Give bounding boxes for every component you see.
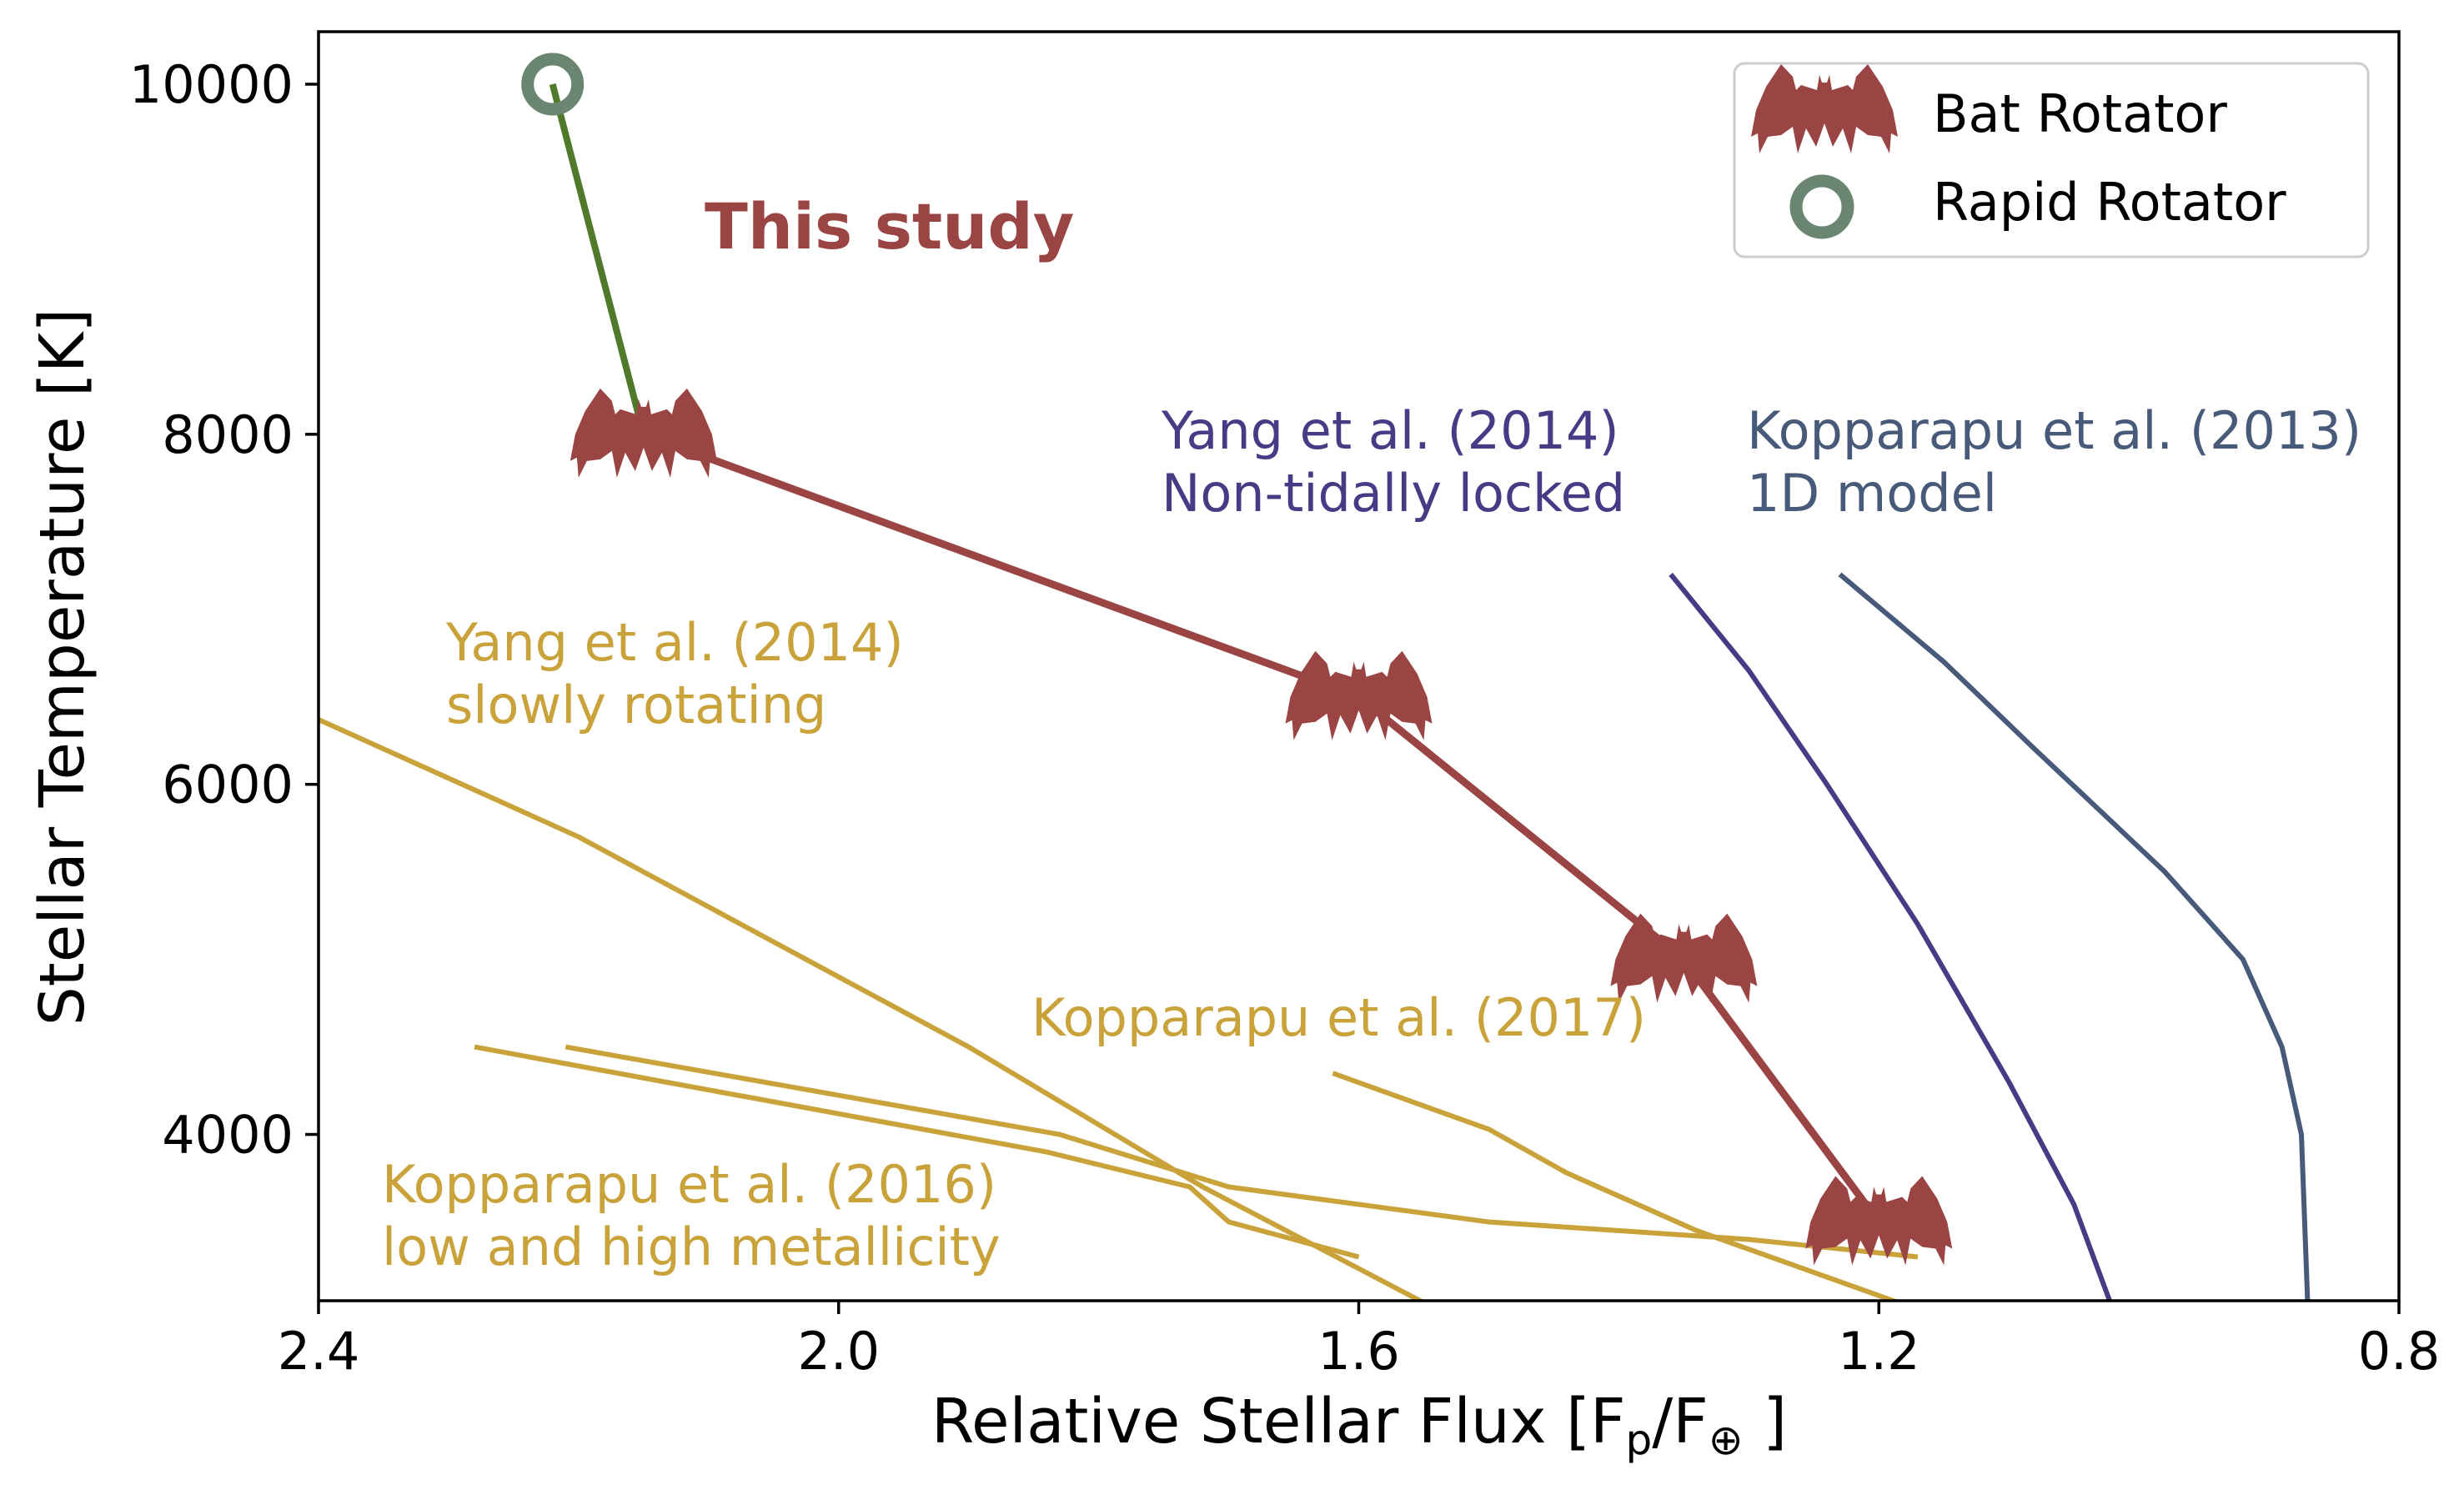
x-tick-label: 2.0 <box>797 1321 880 1382</box>
annotation-yang-slow-1: Yang et al. (2014) <box>445 612 904 673</box>
series-line-kop16_low <box>474 1044 1360 1260</box>
y-tick-label: 8000 <box>162 404 294 465</box>
x-axis-label-mid: /F <box>1652 1386 1709 1457</box>
x-tick-label: 1.6 <box>1317 1321 1400 1382</box>
series-layer <box>319 53 2311 1301</box>
x-axis-label-main: Relative Stellar Flux [F <box>931 1386 1626 1457</box>
series-line-this_study_green <box>549 83 647 435</box>
annotation-kop16-2: low and high metallicity <box>382 1217 1001 1277</box>
annotation-kop13-1: Kopparapu et al. (2013) <box>1747 400 2361 461</box>
x-axis-label: Relative Stellar Flux [Fp/F⊕ ] <box>931 1386 1787 1464</box>
x-tick-label: 0.8 <box>2358 1321 2441 1382</box>
x-axis-label-sub-p: p <box>1626 1416 1653 1464</box>
annotation-yang-slow-2: slowly rotating <box>446 675 826 735</box>
legend: Bat Rotator Rapid Rotator <box>1733 62 2370 258</box>
plot-area <box>319 53 2311 1301</box>
series-line-kop17 <box>1332 1071 1901 1301</box>
legend-label-rapid-rotator: Rapid Rotator <box>1933 172 2286 233</box>
legend-ring-marker <box>1789 174 1854 239</box>
y-axis-label: Stellar Temperature [K] <box>27 309 98 1026</box>
series-line-this_study_red <box>642 430 1882 1225</box>
y-tick-label: 6000 <box>162 755 294 815</box>
y-tick-label: 10000 <box>129 54 294 115</box>
annotation-this-study: This study <box>705 189 1074 263</box>
x-tick-label: 1.2 <box>1838 1321 1920 1382</box>
series-line-yang_slow <box>319 717 1426 1301</box>
series-line-yang_nontidal <box>1669 572 2113 1301</box>
y-tick-label: 4000 <box>162 1105 294 1166</box>
annotation-kop13-2: 1D model <box>1747 463 1997 524</box>
x-tick-label: 2.4 <box>278 1321 360 1382</box>
legend-label-bat-rotator: Bat Rotator <box>1933 83 2227 144</box>
annotation-layer: This study Yang et al. (2014) Non-tidall… <box>382 189 2361 1277</box>
x-axis-label-end: ] <box>1744 1386 1787 1457</box>
x-axis-label-sub-earth: ⊕ <box>1709 1416 1744 1464</box>
ticks-layer: 2.4 2.0 1.6 1.2 0.8 4000 6000 8000 10000 <box>129 54 2441 1382</box>
series-line-kopparapu13 <box>1838 572 2311 1301</box>
series-line-kop16_high <box>565 1044 1919 1260</box>
annotation-yang-nontidal-1: Yang et al. (2014) <box>1161 400 1619 461</box>
annotation-kop16-1: Kopparapu et al. (2016) <box>382 1154 996 1215</box>
rapid-rotator-marker <box>521 53 585 116</box>
annotation-kop17: Kopparapu et al. (2017) <box>1031 987 1646 1048</box>
annotation-yang-nontidal-2: Non-tidally locked <box>1162 463 1625 524</box>
